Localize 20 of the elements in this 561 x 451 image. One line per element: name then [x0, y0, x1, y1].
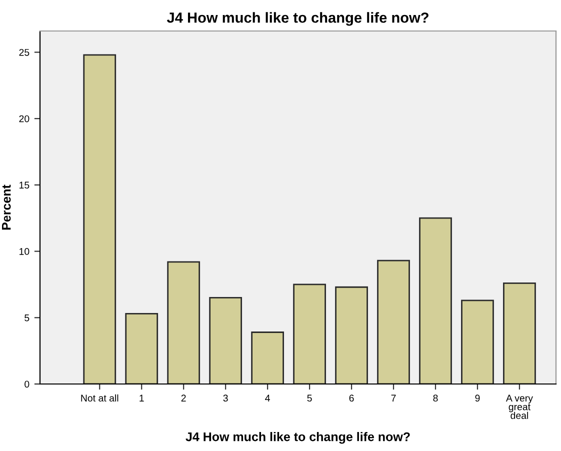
x-axis-title: J4 How much like to change life now?	[186, 432, 410, 444]
x-tick-label: 2	[181, 394, 186, 402]
x-tick-label: 5	[307, 394, 312, 402]
x-tick-label: 3	[223, 394, 228, 402]
x-tick-label: 7	[391, 394, 396, 402]
y-tick-label: 0	[24, 380, 30, 388]
y-axis-title: Percent	[2, 184, 11, 230]
chart-title: J4 How much like to change life now?	[166, 12, 428, 26]
y-tick-label: 5	[24, 314, 30, 322]
x-tick-label: 6	[349, 394, 354, 402]
x-tick-label: 9	[475, 394, 480, 402]
x-tick-label: 8	[433, 394, 438, 402]
x-tick-label: 4	[265, 394, 270, 402]
y-tick-label: 10	[20, 248, 30, 255]
y-tick-label: 20	[19, 115, 30, 122]
x-tick-label: 1	[140, 394, 144, 402]
y-tick-label: 15	[20, 182, 30, 189]
y-tick-label: 25	[19, 48, 30, 56]
x-tick-label: A very great deal	[506, 394, 533, 419]
x-tick-label: Not at all	[81, 394, 118, 402]
